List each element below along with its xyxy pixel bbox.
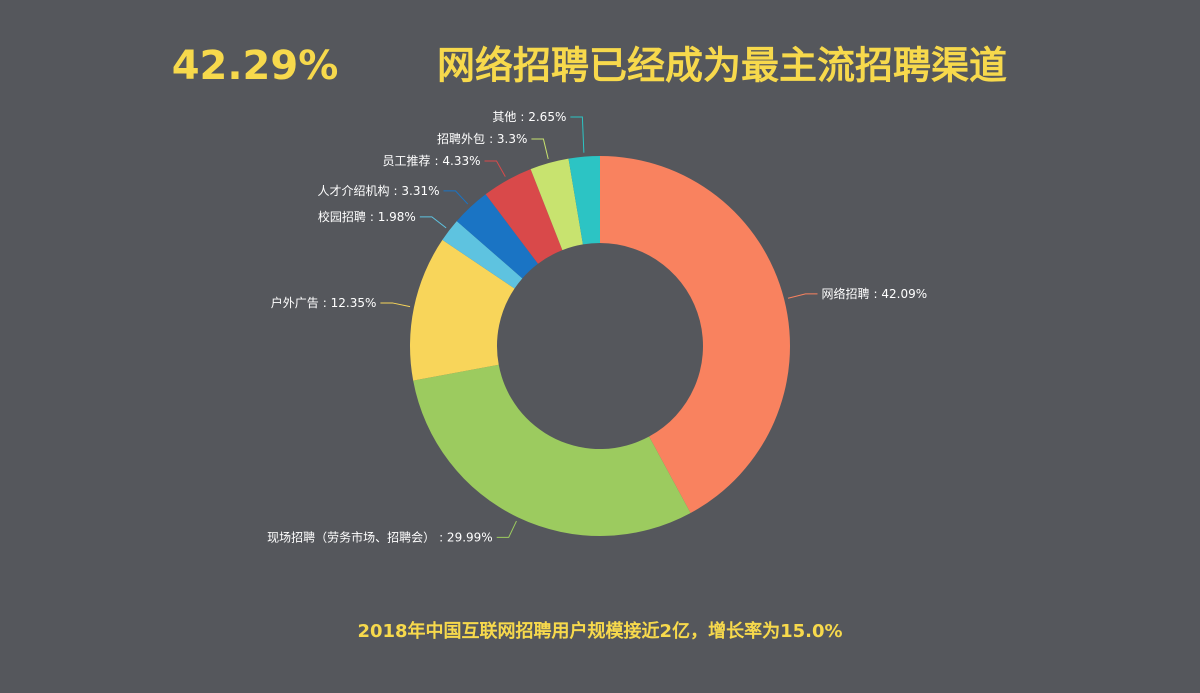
data-label: 网络招聘 : 42.09% (821, 285, 927, 300)
donut-slice (413, 364, 691, 536)
leader-line (419, 216, 447, 229)
value-label: : 42.09% (874, 286, 928, 300)
category-label: 网络招聘 (821, 285, 869, 300)
value-label: : 3.31% (394, 183, 440, 197)
donut-slice (568, 156, 600, 245)
leader-line (443, 190, 469, 205)
data-label: 校园招聘 : 1.98% (318, 208, 416, 223)
data-label: 招聘外包 : 3.3% (437, 131, 527, 145)
value-label: : 12.35% (323, 295, 377, 309)
value-label: : 29.99% (439, 530, 493, 544)
donut-slice (485, 169, 563, 264)
category-label: 其他 (492, 109, 516, 123)
data-label: 户外广告 : 12.35% (271, 294, 377, 309)
category-label: 校园招聘 (318, 208, 366, 223)
category-label: 员工推荐 (383, 153, 431, 167)
value-label: : 3.3% (489, 131, 527, 145)
value-label: : 4.33% (435, 153, 481, 167)
data-label: 员工推荐 : 4.33% (383, 153, 481, 167)
category-label: 人才介绍机构 (318, 182, 390, 197)
value-label: : 1.98% (370, 209, 416, 223)
leader-line (570, 116, 585, 153)
donut-slice (456, 194, 539, 279)
donut-slice (442, 221, 523, 289)
category-label: 户外广告 (271, 294, 319, 309)
donut-slice (600, 156, 790, 514)
chart-subtitle: 网络招聘已经成为最主流招聘渠道 (437, 44, 1007, 88)
data-label: 人才介绍机构 : 3.31% (318, 182, 440, 197)
donut-slice (410, 239, 515, 381)
data-label: 其他 : 2.65% (492, 109, 566, 123)
donut-slice (530, 158, 583, 251)
chart-title: 42.29% (172, 43, 339, 89)
category-label: 现场招聘（劳务市场、招聘会） (267, 529, 435, 544)
leader-line (496, 520, 517, 538)
leader-line (531, 138, 549, 160)
leader-line (380, 302, 411, 308)
data-label: 现场招聘（劳务市场、招聘会） : 29.99% (267, 529, 493, 544)
value-label: : 2.65% (520, 109, 566, 123)
footnote: 2018年中国互联网招聘用户规模接近2亿，增长率为15.0% (357, 620, 842, 642)
category-label: 招聘外包 (437, 131, 485, 145)
leader-line (787, 293, 818, 299)
leader-line (484, 160, 506, 177)
